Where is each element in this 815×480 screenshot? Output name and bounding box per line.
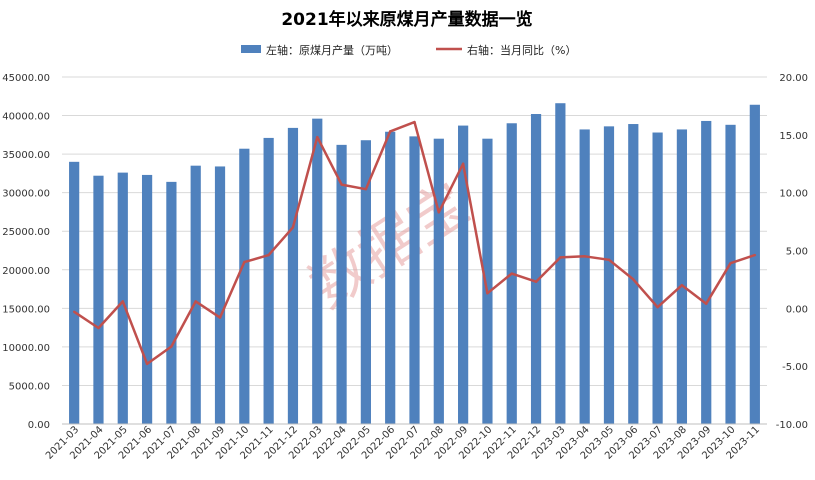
y-right-tick-label: 0.00: [786, 304, 808, 315]
bar: [628, 124, 639, 424]
line-point: [388, 130, 392, 133]
bar-series: [69, 103, 760, 425]
y-right-tick-label: 15.00: [779, 131, 808, 142]
chart-title: 2021年以来原煤月产量数据一览: [281, 9, 532, 30]
line-point: [437, 211, 441, 214]
bar: [385, 131, 396, 424]
y-left-tick-label: 0.00: [28, 420, 50, 431]
bar: [360, 140, 371, 424]
bar: [69, 161, 80, 425]
legend: 左轴：原煤月产量（万吨） 右轴：当月同比（%）: [241, 43, 576, 57]
line-point: [461, 162, 465, 165]
bar: [603, 126, 615, 425]
line-point: [510, 272, 513, 275]
y-left-tick-label: 45000.00: [2, 73, 50, 84]
bar: [263, 137, 274, 424]
y-right-tick-label: -10.00: [776, 420, 808, 431]
bar: [214, 166, 226, 424]
y-right-tick-label: 5.00: [786, 247, 808, 258]
line-point: [559, 256, 562, 259]
bar: [141, 174, 153, 424]
line-point: [680, 284, 684, 287]
line-point: [170, 345, 173, 348]
line-point: [340, 183, 343, 186]
line-point: [243, 260, 246, 264]
bar: [701, 120, 712, 424]
y-right-tick-label: -5.00: [782, 362, 808, 373]
line-series: [72, 120, 757, 366]
line-point: [656, 305, 659, 309]
legend-bar-label: 左轴：原煤月产量（万吨）: [266, 43, 398, 57]
line-point: [753, 253, 757, 257]
bar: [93, 175, 104, 424]
bar: [749, 104, 760, 424]
bar: [336, 144, 347, 424]
bar: [190, 165, 201, 424]
line-point: [705, 302, 708, 305]
y-left-tick-label: 15000.00: [2, 304, 50, 315]
line-point: [145, 362, 149, 366]
bar: [409, 136, 420, 424]
line-point: [583, 255, 586, 258]
line-point: [632, 278, 635, 281]
y-left-tick-label: 10000.00: [2, 343, 50, 354]
line-point: [316, 135, 319, 139]
bar: [555, 103, 566, 425]
bar: [166, 181, 177, 424]
y-left-tick-label: 5000.00: [9, 381, 50, 392]
line-point: [97, 326, 100, 330]
bar: [725, 124, 736, 424]
bar: [652, 132, 663, 424]
line-point: [121, 300, 124, 303]
legend-bar-swatch: [241, 45, 261, 53]
bar: [239, 148, 250, 425]
line-point: [486, 292, 489, 295]
bar: [530, 114, 542, 424]
bar: [482, 138, 493, 424]
y-left-tick-label: 25000.00: [2, 227, 50, 238]
y-left-tick-label: 20000.00: [2, 266, 50, 277]
bar: [458, 125, 469, 424]
line-point: [413, 120, 416, 124]
y-right-tick-label: 20.00: [779, 73, 808, 84]
line-point: [607, 258, 611, 261]
legend-line-label: 右轴：当月同比（%）: [467, 43, 576, 57]
line-point: [364, 187, 368, 191]
line-point: [218, 316, 222, 319]
y-left-tick-label: 35000.00: [2, 150, 50, 161]
line-point: [267, 253, 270, 257]
line-point: [72, 310, 76, 314]
bar: [433, 138, 444, 424]
line-point: [291, 226, 295, 229]
y-left-tick-label: 40000.00: [2, 112, 50, 123]
y-left-tick-label: 30000.00: [2, 189, 50, 200]
line-point: [534, 280, 538, 283]
bar: [287, 127, 299, 424]
y-right-tick-label: 10.00: [779, 189, 808, 200]
line-point: [194, 300, 197, 303]
bar: [579, 129, 590, 425]
line-point: [729, 262, 732, 265]
bar: [117, 172, 128, 424]
bar: [312, 118, 323, 424]
bar: [676, 129, 688, 425]
